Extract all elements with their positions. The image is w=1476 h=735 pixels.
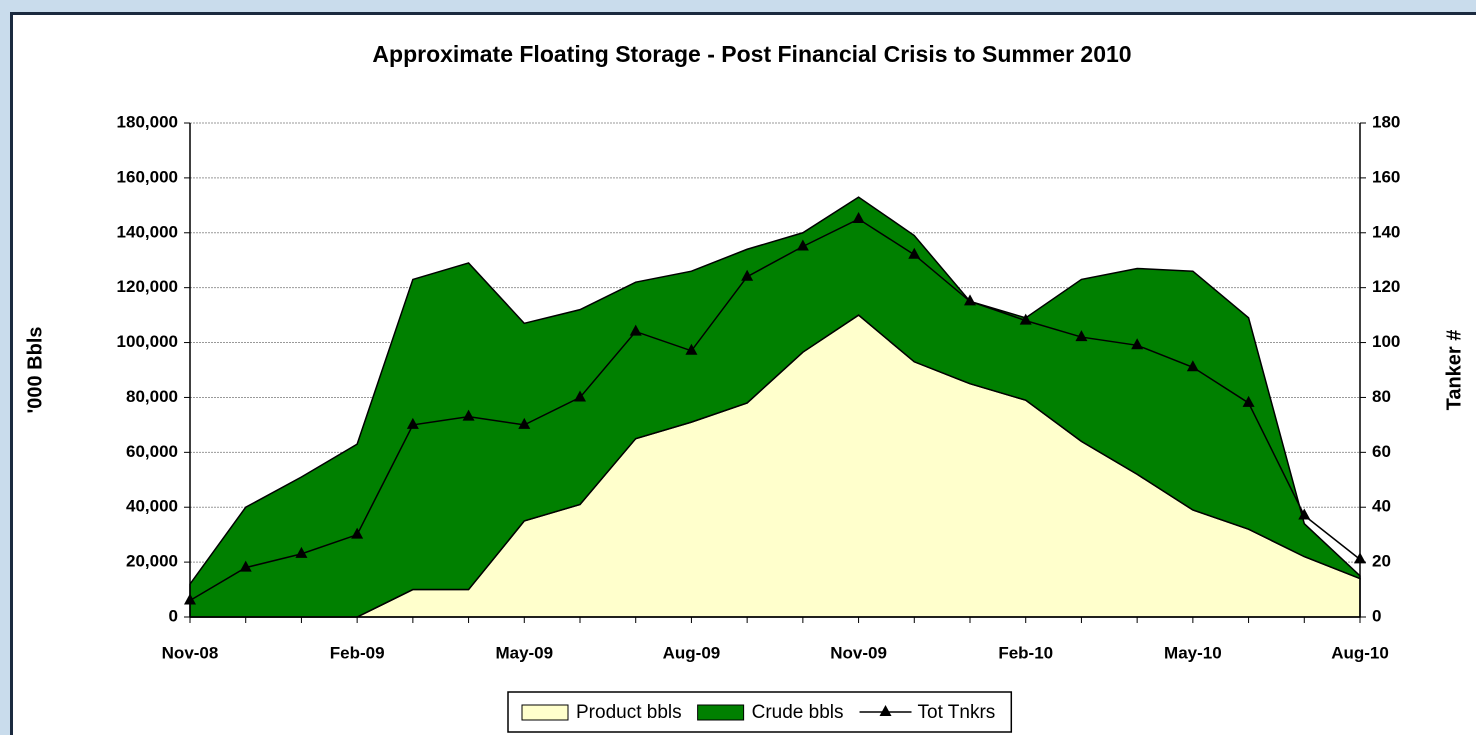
marker bbox=[1298, 508, 1311, 520]
marker bbox=[574, 390, 586, 402]
marker bbox=[351, 527, 364, 539]
legend-swatch bbox=[697, 704, 745, 721]
marker bbox=[1019, 313, 1032, 325]
legend-label: Crude bbls bbox=[752, 702, 844, 723]
marker bbox=[295, 546, 308, 558]
marker bbox=[406, 417, 419, 429]
y2-tick-label: 180 bbox=[1372, 112, 1400, 131]
legend-marker bbox=[879, 705, 892, 716]
x-tick-label: May-09 bbox=[495, 643, 553, 662]
y2-tick-label: 140 bbox=[1372, 222, 1400, 241]
x-tick-label: Feb-09 bbox=[330, 643, 385, 662]
x-tick-label: Nov-08 bbox=[162, 643, 219, 662]
marker bbox=[852, 212, 865, 224]
y-tick-label: 20,000 bbox=[126, 552, 178, 571]
marker bbox=[1186, 360, 1199, 372]
y-tick-label: 60,000 bbox=[126, 442, 178, 461]
x-tick-label: Feb-10 bbox=[998, 643, 1053, 662]
y2-tick-label: 0 bbox=[1372, 606, 1381, 625]
marker bbox=[1131, 338, 1144, 350]
legend-label: Tot Tnkrs bbox=[918, 702, 996, 723]
y-axis-title: '000 Bbls bbox=[24, 326, 46, 413]
marker bbox=[685, 343, 698, 355]
legend-label: Product bbls bbox=[576, 702, 682, 723]
marker bbox=[1075, 330, 1088, 342]
y2-tick-label: 120 bbox=[1372, 277, 1400, 296]
y2-tick-label: 60 bbox=[1372, 442, 1391, 461]
y-tick-label: 40,000 bbox=[126, 497, 178, 516]
y-tick-label: 140,000 bbox=[117, 222, 178, 241]
x-tick-label: May-10 bbox=[1164, 643, 1222, 662]
marker bbox=[1242, 395, 1255, 407]
marker bbox=[964, 294, 976, 306]
y-tick-label: 180,000 bbox=[117, 112, 178, 131]
y2-tick-label: 20 bbox=[1372, 552, 1391, 571]
marker bbox=[462, 409, 475, 421]
marker bbox=[239, 560, 252, 572]
marker bbox=[518, 417, 531, 429]
legend: Product bbls Crude bbls Tot Tnkrs bbox=[507, 691, 1013, 733]
chart-title: Approximate Floating Storage - Post Fina… bbox=[372, 41, 1131, 67]
y-tick-label: 100,000 bbox=[117, 332, 178, 351]
marker bbox=[796, 239, 809, 251]
marker bbox=[629, 324, 642, 336]
marker bbox=[908, 247, 921, 259]
y-tick-label: 0 bbox=[169, 606, 178, 625]
legend-swatch bbox=[521, 704, 569, 721]
y-tick-label: 120,000 bbox=[117, 277, 178, 296]
y2-tick-label: 100 bbox=[1372, 332, 1400, 351]
legend-box bbox=[507, 691, 1013, 733]
x-tick-label: Aug-10 bbox=[1331, 643, 1389, 662]
y-tick-label: 80,000 bbox=[126, 387, 178, 406]
y2-tick-label: 80 bbox=[1372, 387, 1391, 406]
y2-tick-label: 40 bbox=[1372, 497, 1391, 516]
marker bbox=[741, 269, 754, 281]
x-tick-label: Aug-09 bbox=[663, 643, 721, 662]
line bbox=[189, 218, 1361, 602]
y2-axis-title: Tanker # bbox=[1443, 330, 1465, 411]
x-tick-label: Nov-09 bbox=[830, 643, 887, 662]
y-tick-label: 160,000 bbox=[117, 167, 178, 186]
y2-tick-label: 160 bbox=[1372, 167, 1400, 186]
